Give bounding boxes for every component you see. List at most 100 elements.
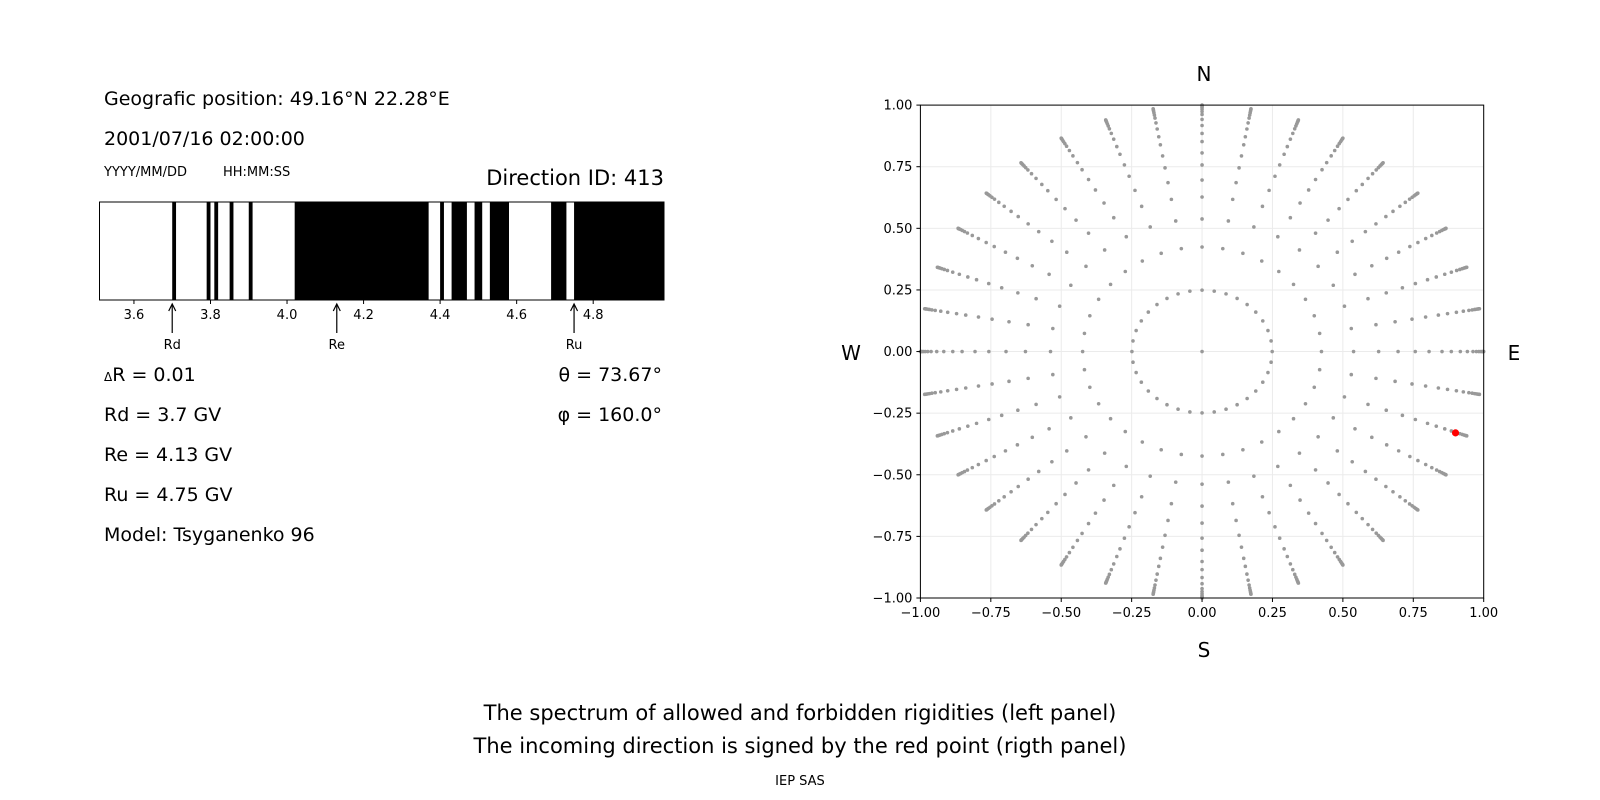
direction-point xyxy=(1374,376,1378,381)
direction-point xyxy=(938,390,943,394)
direction-point xyxy=(1288,562,1293,566)
direction-point xyxy=(1398,204,1402,209)
direction-point xyxy=(1276,464,1280,469)
direction-point xyxy=(1351,349,1356,354)
direction-point xyxy=(1442,427,1447,431)
direction-point xyxy=(1374,322,1378,327)
direction-point xyxy=(1067,550,1072,555)
direction-point xyxy=(974,421,979,426)
direction-point xyxy=(1148,474,1153,478)
direction-point xyxy=(1436,313,1441,317)
direction-point xyxy=(925,349,930,354)
direction-point xyxy=(1111,137,1116,141)
direction-point xyxy=(1026,477,1030,482)
direction-point xyxy=(1423,315,1428,319)
direction-point xyxy=(1082,331,1087,336)
direction-point xyxy=(1131,339,1135,343)
arrow-head-icon xyxy=(332,302,341,312)
direction-point xyxy=(1416,458,1420,463)
direction-point xyxy=(1407,197,1412,201)
direction-point xyxy=(986,281,991,286)
direction-point xyxy=(1326,481,1330,485)
direction-point xyxy=(1034,522,1038,527)
direction-point xyxy=(1230,501,1235,506)
forbidden-band xyxy=(551,202,567,300)
direction-point xyxy=(1273,174,1277,179)
direction-point xyxy=(1253,389,1258,393)
direction-point xyxy=(1111,562,1116,566)
direction-point xyxy=(950,270,955,274)
direction-point xyxy=(945,268,950,273)
direction-point xyxy=(1080,349,1085,354)
direction-point xyxy=(1002,495,1007,499)
direction-point xyxy=(1454,310,1459,315)
direction-point xyxy=(1050,460,1054,464)
credit: IEP SAS xyxy=(775,774,825,789)
direction-point xyxy=(1084,264,1088,269)
direction-point xyxy=(1151,107,1155,111)
direction-point xyxy=(1319,349,1324,354)
direction-point xyxy=(1200,581,1204,586)
direction-point xyxy=(1131,360,1135,365)
direction-point xyxy=(1026,222,1030,226)
direction-point xyxy=(1200,117,1204,122)
direction-point xyxy=(1082,367,1087,372)
direction-point xyxy=(1139,380,1144,385)
direction-point xyxy=(1111,215,1116,220)
direction-point xyxy=(1118,152,1122,157)
direction-point xyxy=(1259,259,1264,263)
direction-point xyxy=(1200,151,1204,155)
direction-point xyxy=(1086,468,1091,472)
direction-point xyxy=(1444,472,1448,477)
direction-point xyxy=(1102,248,1107,252)
direction-point xyxy=(1139,319,1144,323)
delta-r-value: ΔR = 0.01 xyxy=(104,364,196,386)
direction-point xyxy=(1040,182,1044,187)
direction-point xyxy=(1316,434,1320,439)
y-tick-label: −1.00 xyxy=(873,592,913,607)
forbidden-band xyxy=(474,202,483,300)
direction-point xyxy=(1320,167,1324,172)
direction-point xyxy=(1023,349,1028,354)
direction-point xyxy=(1176,407,1180,412)
direction-point xyxy=(1324,160,1329,165)
direction-point xyxy=(1016,214,1021,219)
direction-point xyxy=(957,427,962,431)
direction-point xyxy=(1393,379,1397,384)
ru-value: Ru = 4.75 GV xyxy=(104,484,232,506)
x-tick-label: 0.25 xyxy=(1258,606,1287,621)
direction-point xyxy=(1029,527,1034,532)
direction-point xyxy=(1350,239,1355,244)
direction-point xyxy=(1179,452,1184,457)
direction-point xyxy=(1260,319,1265,323)
forbidden-band xyxy=(214,202,219,300)
direction-point xyxy=(1102,451,1107,455)
x-tick-label: −0.25 xyxy=(1112,606,1152,621)
direction-point xyxy=(984,191,989,195)
direction-point xyxy=(1332,550,1337,555)
direction-point xyxy=(1276,234,1280,239)
direction-point xyxy=(1252,474,1256,478)
direction-point xyxy=(1376,349,1381,354)
direction-point xyxy=(1030,263,1035,268)
x-tick-label: 3.8 xyxy=(200,308,221,323)
direction-point xyxy=(935,434,940,438)
bar-frame xyxy=(99,201,665,301)
direction-point xyxy=(1269,360,1273,365)
direction-point xyxy=(1169,501,1174,506)
direction-point xyxy=(1245,302,1249,307)
direction-point xyxy=(1084,434,1088,439)
rd-value: Rd = 3.7 GV xyxy=(104,404,221,426)
direction-point xyxy=(1288,483,1293,488)
direction-point xyxy=(941,349,946,354)
direction-point xyxy=(945,430,950,435)
direction-point xyxy=(1312,385,1317,390)
direction-point xyxy=(1241,447,1245,452)
direction-point xyxy=(1291,416,1296,421)
direction-point xyxy=(950,349,955,354)
direction-point xyxy=(1063,492,1067,497)
direction-point xyxy=(1114,144,1119,149)
direction-point xyxy=(1396,449,1401,453)
geographic-position: Geografic position: 49.16°N 22.28°E xyxy=(104,88,450,110)
marker-label-ru: Ru xyxy=(566,338,583,353)
